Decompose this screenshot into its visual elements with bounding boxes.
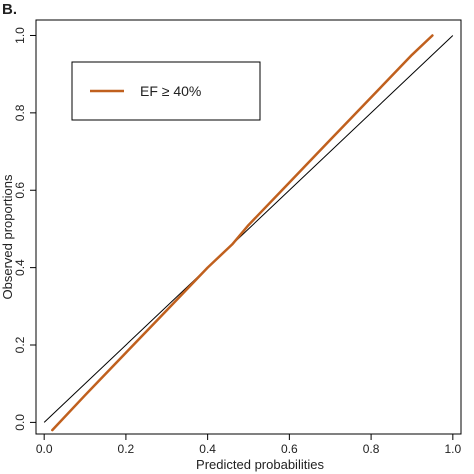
x-tick-label: 0.2: [118, 442, 135, 456]
legend: EF ≥ 40%: [71, 61, 261, 121]
y-tick-label: 0.6: [13, 182, 27, 199]
reference-diagonal-line: [43, 35, 454, 423]
x-tick-label: 0.6: [281, 442, 298, 456]
x-axis-label: Predicted probabilities: [196, 457, 324, 472]
x-tick-label: 0.0: [36, 442, 53, 456]
y-tick-label: 0.8: [13, 104, 27, 121]
series-line-0: [51, 34, 434, 432]
x-tick-label: 1.0: [444, 442, 461, 456]
x-axis: 0.0 0.2 0.4 0.6 0.8 1.0: [36, 434, 461, 456]
y-axis-label: Observed proportions: [0, 174, 15, 300]
x-tick-label: 0.4: [199, 442, 216, 456]
y-axis: 0.0 0.2 0.4 0.6 0.8 1.0: [13, 27, 36, 431]
panel-label: B.: [2, 1, 17, 18]
y-tick-label: 0.0: [13, 414, 27, 431]
y-tick-label: 1.0: [13, 27, 27, 44]
legend-label: EF ≥ 40%: [140, 83, 201, 99]
reference-line-layer: [43, 35, 454, 423]
series-layer: [51, 34, 434, 432]
x-tick-label: 0.8: [363, 442, 380, 456]
plot-frame: [35, 19, 462, 435]
y-tick-label: 0.2: [13, 336, 27, 353]
y-tick-label: 0.4: [13, 259, 27, 276]
